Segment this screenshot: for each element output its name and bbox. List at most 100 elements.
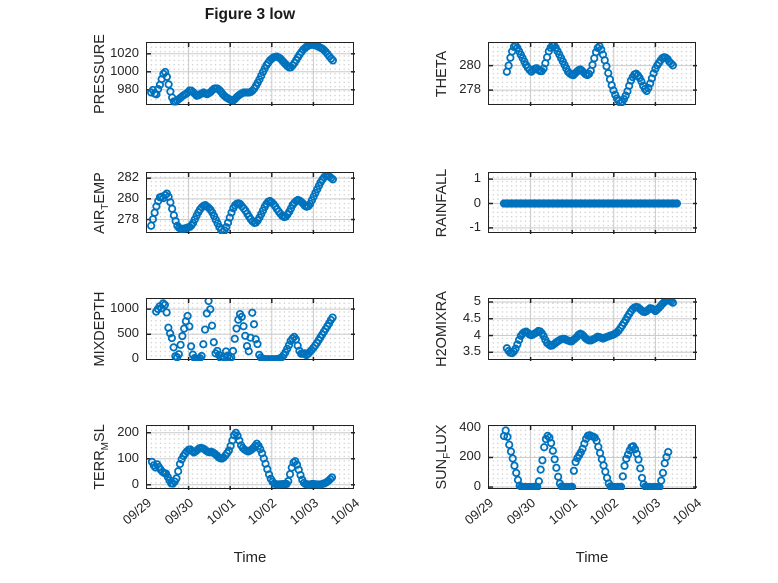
data-marker (325, 52, 334, 61)
data-marker (505, 440, 514, 449)
plot-area (488, 298, 697, 361)
data-marker (662, 452, 671, 462)
data-marker (246, 215, 255, 224)
data-marker (511, 344, 520, 353)
data-marker (635, 304, 644, 313)
x-tick-label: 09/29 (462, 495, 497, 528)
data-marker (569, 199, 578, 208)
y-axis-label: PRESSURE (92, 33, 108, 114)
data-marker (604, 199, 613, 208)
data-marker (181, 89, 191, 98)
data-marker (576, 199, 585, 208)
data-marker (644, 482, 654, 490)
data-marker (572, 67, 581, 76)
plot-svg (489, 426, 697, 490)
data-marker (328, 175, 337, 184)
data-marker (626, 76, 636, 85)
data-marker (267, 54, 276, 63)
data-marker (284, 341, 294, 350)
data-marker (574, 66, 583, 75)
data-marker (254, 441, 263, 451)
data-marker (583, 431, 592, 440)
data-marker (283, 61, 292, 71)
y-axis-label: AIRTEMP (92, 171, 111, 234)
data-marker (228, 436, 237, 445)
data-marker (294, 465, 303, 474)
data-marker (512, 468, 521, 478)
data-marker (185, 86, 194, 95)
data-marker (527, 331, 536, 340)
data-marker (175, 94, 184, 103)
data-marker (326, 475, 335, 484)
data-marker (515, 481, 524, 490)
data-marker (190, 215, 199, 224)
data-marker (153, 460, 162, 469)
data-marker (302, 202, 311, 211)
data-marker (202, 202, 212, 211)
data-marker (565, 337, 574, 346)
data-marker (318, 330, 327, 339)
data-marker (651, 64, 660, 73)
plot-svg (147, 426, 355, 490)
data-marker (234, 91, 243, 100)
data-marker (150, 89, 159, 98)
data-marker (535, 66, 545, 76)
data-marker (663, 299, 672, 305)
data-marker (590, 54, 599, 63)
data-marker (634, 199, 643, 208)
data-marker (602, 333, 611, 342)
data-marker (546, 43, 555, 52)
data-marker (172, 474, 181, 483)
data-marker (539, 64, 548, 73)
data-marker (243, 447, 253, 456)
data-marker (309, 192, 318, 201)
data-marker (188, 87, 198, 97)
data-marker (595, 199, 605, 208)
data-marker (324, 476, 333, 485)
data-marker (319, 479, 328, 488)
data-marker (615, 482, 624, 490)
data-marker (170, 477, 179, 486)
data-marker (248, 86, 257, 95)
data-marker (600, 333, 609, 342)
data-marker (644, 199, 654, 208)
data-marker (244, 347, 253, 356)
data-marker (236, 200, 245, 209)
data-marker (537, 329, 546, 338)
data-marker (237, 89, 247, 98)
data-marker (280, 480, 289, 489)
data-marker (546, 341, 555, 350)
y-tick-label: 278 (117, 210, 139, 226)
data-marker (230, 201, 240, 210)
data-marker (544, 340, 553, 349)
data-marker (618, 97, 627, 106)
data-marker (594, 442, 603, 451)
data-marker (534, 65, 543, 75)
data-marker (209, 84, 219, 93)
data-marker (608, 199, 617, 208)
data-marker (516, 50, 525, 59)
data-marker (304, 349, 313, 358)
data-marker (269, 355, 278, 361)
data-marker (523, 63, 532, 72)
data-marker (590, 433, 599, 442)
data-marker (241, 88, 250, 97)
data-marker (323, 50, 332, 59)
data-marker (536, 465, 545, 474)
data-marker (271, 202, 280, 211)
data-marker (522, 60, 531, 70)
data-marker (256, 353, 266, 361)
data-marker (266, 474, 275, 483)
data-marker (595, 448, 605, 458)
data-series-PRESSURE (147, 43, 337, 106)
data-marker (242, 341, 252, 351)
data-marker (164, 192, 173, 201)
data-marker (195, 444, 204, 453)
data-marker (591, 48, 601, 57)
data-marker (293, 195, 303, 205)
data-marker (193, 445, 202, 454)
data-marker (169, 97, 178, 106)
data-marker (593, 332, 602, 341)
data-marker (268, 477, 277, 486)
data-marker (272, 354, 281, 361)
